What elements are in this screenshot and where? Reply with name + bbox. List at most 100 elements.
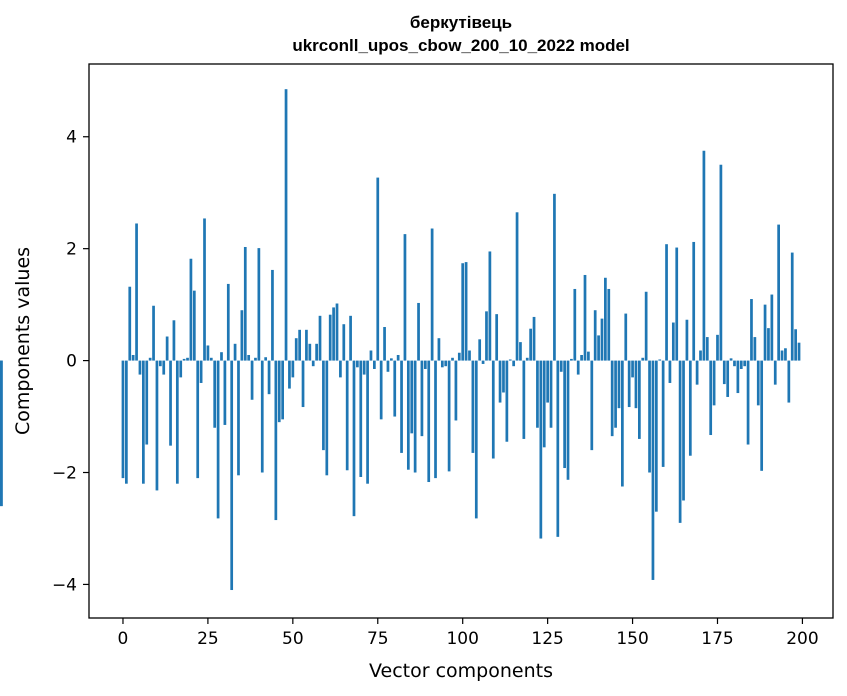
y-tick-label: −4 <box>52 575 77 595</box>
bars-group <box>0 89 801 591</box>
bar-165 <box>682 360 685 501</box>
bar-185 <box>750 299 753 361</box>
bar-39 <box>254 357 257 361</box>
bar-101 <box>464 262 468 361</box>
bar-161 <box>668 360 672 383</box>
bar-13 <box>165 336 169 361</box>
bar-18 <box>182 358 186 361</box>
bar-66 <box>345 360 349 471</box>
bar-190 <box>767 328 770 361</box>
bar-98 <box>454 360 458 421</box>
bar-14 <box>169 360 172 446</box>
bar-105 <box>478 339 482 361</box>
bar-194 <box>780 350 784 361</box>
bar-103 <box>471 360 475 453</box>
bar-42 <box>264 357 268 361</box>
bar-45 <box>274 360 278 521</box>
bar-50 <box>291 360 295 378</box>
bar-189 <box>763 304 767 361</box>
bar-126 <box>549 360 553 428</box>
bar-96 <box>447 360 451 472</box>
bar-141 <box>600 318 604 361</box>
bar-170 <box>699 350 702 361</box>
bar-37 <box>247 354 251 361</box>
bar-62 <box>332 307 335 361</box>
bar-26 <box>209 357 213 361</box>
bar-160 <box>665 244 668 361</box>
bar-127 <box>553 193 556 361</box>
bar-63 <box>335 303 339 361</box>
bar-106 <box>481 360 485 364</box>
bar-108 <box>488 251 492 361</box>
x-tick-label: 75 <box>367 629 389 649</box>
bar-44 <box>271 269 274 361</box>
bar-53 <box>301 360 305 408</box>
bar-88 <box>420 360 424 437</box>
x-tick-label: 150 <box>616 629 648 649</box>
bar-175 <box>716 334 719 361</box>
bar-17 <box>179 360 183 378</box>
bar-65 <box>342 324 346 361</box>
bar-92 <box>434 360 437 479</box>
bar-51 <box>294 338 298 361</box>
bar-168 <box>692 241 696 361</box>
x-tick-label: 50 <box>282 629 304 649</box>
bar-58 <box>318 315 322 361</box>
bar-15 <box>172 320 176 361</box>
bar-60 <box>325 360 329 476</box>
bar-162 <box>671 322 675 361</box>
bar-149 <box>627 360 631 408</box>
bar-19 <box>186 357 189 361</box>
bar-173 <box>709 360 713 436</box>
bar-20 <box>189 258 193 361</box>
bar-97 <box>451 357 454 361</box>
y-axis-label: Components values <box>12 247 34 435</box>
bar-67 <box>349 315 352 361</box>
bar-83 <box>403 234 407 361</box>
bar-113 <box>505 360 509 442</box>
bar-110 <box>495 314 499 361</box>
bar-187 <box>756 360 760 406</box>
bar-152 <box>638 360 641 439</box>
x-axis-label: Vector components <box>369 660 553 682</box>
bar-121 <box>532 316 536 361</box>
bar-193 <box>777 224 780 361</box>
bar-24 <box>203 218 206 361</box>
bar-48 <box>284 89 288 361</box>
bar-111 <box>498 360 502 403</box>
bar-198 <box>794 329 797 361</box>
bar-9 <box>152 305 155 361</box>
bar-5 <box>138 360 142 375</box>
bar-107 <box>485 311 488 361</box>
bar-30 <box>223 360 227 425</box>
bar-130 <box>563 360 566 469</box>
bar-32 <box>230 360 234 591</box>
bar-124 <box>542 360 546 448</box>
chart-title: беркутівець <box>410 13 512 32</box>
bar-59 <box>322 360 325 451</box>
bar-49 <box>288 360 291 389</box>
bar-154 <box>644 291 648 361</box>
bar-2 <box>128 286 132 361</box>
x-tick-label: 200 <box>786 629 818 649</box>
y-tick-label: 2 <box>66 240 77 260</box>
bar-75 <box>376 177 380 361</box>
bar-119 <box>525 357 529 361</box>
bar-40 <box>257 248 261 361</box>
bar-148 <box>624 313 628 361</box>
y-tick-label: 4 <box>66 128 77 148</box>
bar-47 <box>281 360 284 420</box>
bar-99 <box>457 352 461 361</box>
bar-174 <box>712 360 716 406</box>
bar-77 <box>383 327 386 361</box>
y-tick-label: −2 <box>52 464 77 484</box>
bar-78 <box>386 360 390 372</box>
bar-87 <box>417 302 420 361</box>
bar-46 <box>277 360 281 423</box>
bar-158 <box>658 359 662 361</box>
y-tick-label: 0 <box>66 352 77 372</box>
bar-199 <box>797 342 801 361</box>
bar-128 <box>556 360 560 537</box>
bar-55 <box>308 343 312 361</box>
bar-176 <box>719 164 723 361</box>
